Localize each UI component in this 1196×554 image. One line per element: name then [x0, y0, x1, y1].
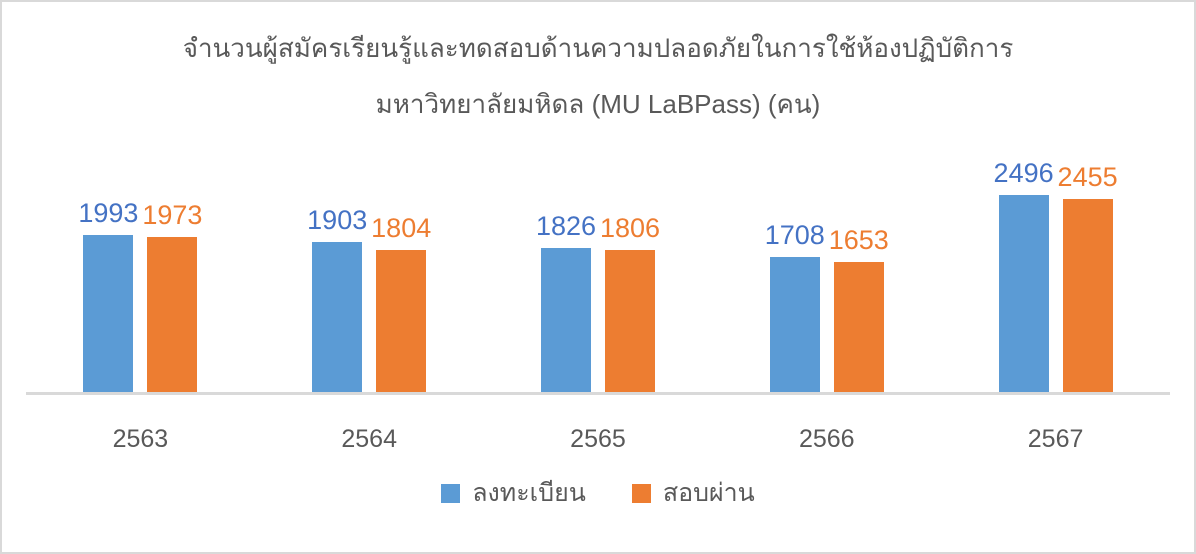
- bar-value-label: 1826: [535, 211, 597, 241]
- chart-title-line-1: จำนวนผู้สมัครเรียนรู้และทดสอบด้านความปลอ…: [182, 33, 1014, 63]
- bar-value-label: 1804: [371, 213, 432, 243]
- bar-item: 1826: [536, 211, 596, 392]
- x-axis-label: 2566: [798, 425, 855, 453]
- bar-value-label: 1708: [764, 220, 825, 250]
- category-slot: 1903 1804: [255, 132, 484, 392]
- bar: [376, 250, 427, 392]
- legend-swatch-icon: [441, 483, 461, 503]
- legend-item: ลงทะเบียน: [441, 473, 586, 513]
- bar-item: 1653: [829, 225, 889, 392]
- bar: [83, 235, 134, 392]
- x-axis-label: 2565: [570, 425, 626, 453]
- bar: [604, 250, 655, 392]
- bar-item: 1804: [371, 213, 431, 392]
- bar-item: 1806: [600, 213, 660, 392]
- legend-label: สอบผ่าน: [662, 479, 755, 507]
- bar-value-label: 1993: [78, 198, 139, 228]
- bar-value-label: 1903: [307, 205, 368, 235]
- legend-swatch-icon: [631, 483, 651, 503]
- bar: [769, 257, 820, 392]
- bar-value-label: 2496: [993, 158, 1054, 188]
- bar-item: 2496: [994, 158, 1054, 392]
- bar-item: 1973: [142, 200, 202, 392]
- bar-item: 1993: [78, 198, 138, 392]
- bar-group: 1993 1973: [78, 198, 202, 392]
- chart-title-line-2: มหาวิทยาลัยมหิดล (MU LaBPass) (คน): [375, 89, 821, 119]
- legend-item: สอบผ่าน: [631, 473, 755, 513]
- legend: ลงทะเบียน สอบผ่าน: [2, 473, 1194, 513]
- bar-item: 1903: [307, 205, 367, 392]
- category-slot: 2496 2455: [941, 132, 1170, 392]
- category-slot: 1993 1973: [26, 132, 255, 392]
- x-axis-label: 2564: [341, 425, 397, 453]
- category-slot: 1708 1653: [712, 132, 941, 392]
- bar: [540, 248, 591, 392]
- bar-value-label: 1806: [599, 213, 661, 243]
- bar-value-label: 2455: [1057, 162, 1118, 192]
- x-axis-label: 2563: [112, 425, 169, 453]
- x-axis: 2563 2564 2565 2566 2567: [26, 395, 1170, 454]
- bar-group: 1826 1806: [536, 211, 660, 392]
- bar-item: 2455: [1058, 162, 1118, 392]
- bar: [1062, 199, 1113, 392]
- bar-value-label: 1973: [142, 200, 203, 230]
- x-axis-label: 2567: [1027, 425, 1084, 453]
- bar: [833, 262, 884, 392]
- bar: [312, 242, 363, 392]
- category-slot: 1826 1806: [484, 132, 713, 392]
- bar-group: 1708 1653: [765, 220, 889, 392]
- bar: [147, 237, 198, 392]
- bar-group: 2496 2455: [994, 158, 1118, 392]
- chart-title: จำนวนผู้สมัครเรียนรู้และทดสอบด้านความปลอ…: [2, 2, 1194, 132]
- bar: [998, 195, 1049, 392]
- bar-item: 1708: [765, 220, 825, 392]
- plot-area: 1993 1973 1903 1804 1826 1806 1708 1653 2496 2455: [26, 132, 1170, 395]
- legend-label: ลงทะเบียน: [472, 479, 586, 507]
- bar-value-label: 1653: [828, 225, 889, 255]
- bar-group: 1903 1804: [307, 205, 431, 392]
